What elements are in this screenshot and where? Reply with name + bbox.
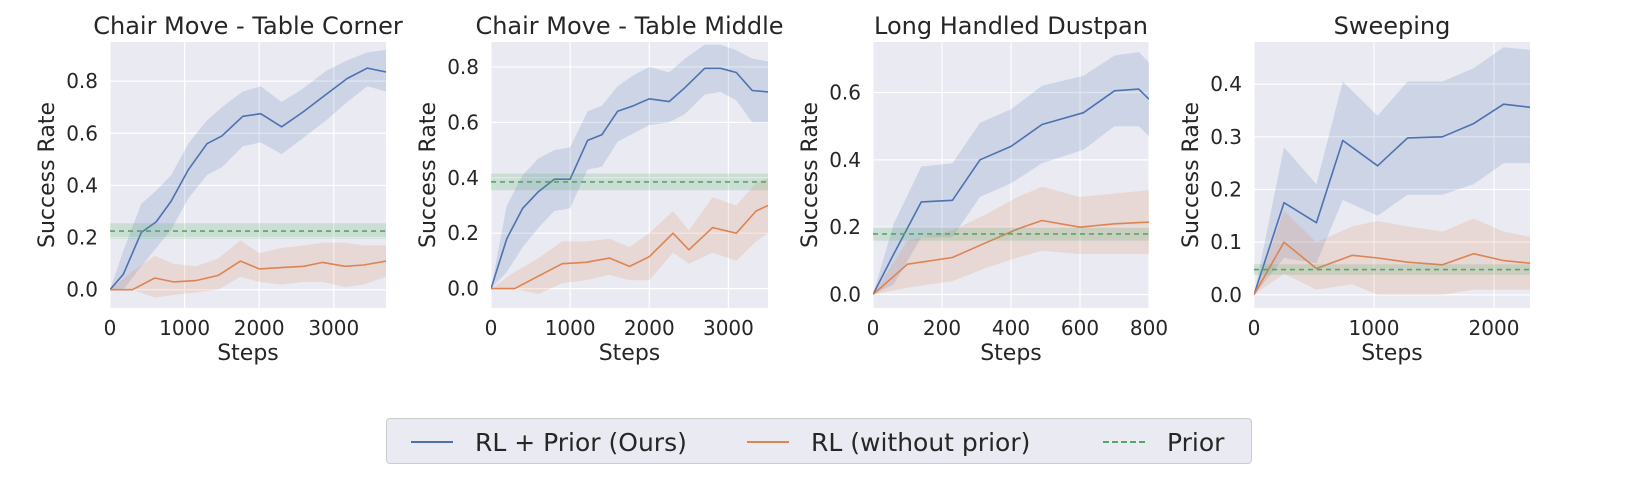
line-rl-no-prior [110, 260, 386, 291]
band-rl-prior [873, 52, 1149, 295]
legend-item-rl-prior: RL + Prior (Ours) [411, 419, 687, 465]
x-tick-label: 200 [923, 316, 961, 340]
y-axis-label: Success Rate [35, 102, 60, 248]
y-tick-label: 0.6 [829, 81, 861, 105]
x-tick-label: 1000 [545, 316, 596, 340]
x-tick-label: 3000 [308, 316, 359, 340]
band-rl-no-prior [1254, 210, 1530, 295]
y-tick-label: 0.4 [66, 173, 98, 197]
y-tick-label: 0.4 [1210, 72, 1242, 96]
y-tick-label: 0.4 [447, 166, 479, 190]
subplot-title: Sweeping [1334, 12, 1451, 40]
subplot-title: Long Handled Dustpan [874, 12, 1148, 40]
y-tick-label: 0.8 [447, 55, 479, 79]
subplot-4: 0 1000 2000 0.0 0.1 0.2 0.3 0.4 Steps Success Rat… [1179, 12, 1530, 366]
y-tick-label: 0.2 [1210, 177, 1242, 201]
y-axis-label: Success Rate [1179, 102, 1204, 248]
y-tick-label: 0.2 [447, 221, 479, 245]
band-rl-no-prior [873, 186, 1149, 295]
legend: RL + Prior (Ours) RL (without prior) Pri… [386, 418, 1252, 464]
x-tick-label: 0 [485, 316, 498, 340]
x-tick-label: 400 [992, 316, 1030, 340]
x-tick-label: 600 [1061, 316, 1099, 340]
x-tick-label: 2000 [234, 316, 285, 340]
plot-area [491, 42, 768, 308]
x-axis-label: Steps [1361, 341, 1423, 366]
y-axis-label: Success Rate [798, 102, 823, 248]
x-tick-label: 2000 [1469, 316, 1520, 340]
legend-swatch-prior [1103, 441, 1145, 443]
x-axis-label: Steps [217, 341, 279, 366]
y-tick-label: 0.2 [66, 226, 98, 250]
line-rl-prior [873, 88, 1149, 295]
legend-swatch-rl-no-prior [747, 441, 789, 443]
y-tick-label: 0.2 [829, 215, 861, 239]
subplot-2: 0 1000 2000 3000 0.0 0.2 0.4 0.6 0.8 Steps Success… [416, 12, 784, 366]
plot-area [1254, 42, 1530, 308]
series-group [491, 44, 768, 295]
x-axis-label: Steps [599, 341, 661, 366]
x-tick-label: 1000 [1349, 316, 1400, 340]
line-rl-prior [491, 67, 768, 289]
subplot-title: Chair Move - Table Middle [475, 12, 783, 40]
legend-swatch-rl-prior [411, 441, 453, 443]
y-tick-label: 0.1 [1210, 230, 1242, 254]
series-group [110, 49, 386, 298]
line-rl-no-prior [1254, 241, 1530, 296]
series-group [873, 52, 1149, 296]
band-rl-prior [491, 44, 768, 289]
x-tick-label: 3000 [703, 316, 754, 340]
legend-item-rl-no-prior: RL (without prior) [747, 419, 1030, 465]
x-tick-label: 800 [1130, 316, 1168, 340]
x-axis-label: Steps [980, 341, 1042, 366]
legend-item-prior: Prior [1103, 419, 1224, 465]
y-tick-label: 0.0 [66, 278, 98, 302]
y-tick-label: 0.6 [66, 121, 98, 145]
x-tick-label: 2000 [624, 316, 675, 340]
subplot-3: 0 200 400 600 800 0.0 0.2 0.4 0.6 Steps Success Ra… [798, 12, 1168, 366]
y-tick-label: 0.4 [829, 148, 861, 172]
series-group [1254, 47, 1530, 296]
band-rl-prior [1254, 47, 1530, 295]
line-rl-prior [1254, 103, 1530, 296]
y-tick-label: 0.3 [1210, 125, 1242, 149]
y-tick-label: 0.0 [447, 277, 479, 301]
x-tick-label: 0 [1248, 316, 1261, 340]
line-rl-prior [110, 67, 386, 291]
band-rl-no-prior [110, 240, 386, 298]
x-tick-label: 0 [104, 316, 117, 340]
subplot-title: Chair Move - Table Corner [93, 12, 403, 40]
subplot-1: 0 1000 2000 3000 0.0 0.2 0.4 0.6 0.8 Steps Success… [35, 12, 403, 366]
legend-label-prior: Prior [1167, 427, 1225, 457]
band-rl-prior [110, 49, 386, 290]
x-tick-label: 1000 [159, 316, 210, 340]
y-tick-label: 0.8 [66, 69, 98, 93]
legend-label-rl-prior: RL + Prior (Ours) [475, 427, 687, 457]
y-tick-label: 0.0 [829, 283, 861, 307]
x-tick-label: 0 [867, 316, 880, 340]
y-axis-label: Success Rate [416, 102, 441, 248]
legend-label-rl-no-prior: RL (without prior) [811, 427, 1031, 457]
y-tick-label: 0.6 [447, 110, 479, 134]
line-rl-no-prior [873, 219, 1149, 296]
line-rl-no-prior [491, 204, 768, 290]
y-tick-label: 0.0 [1210, 283, 1242, 307]
